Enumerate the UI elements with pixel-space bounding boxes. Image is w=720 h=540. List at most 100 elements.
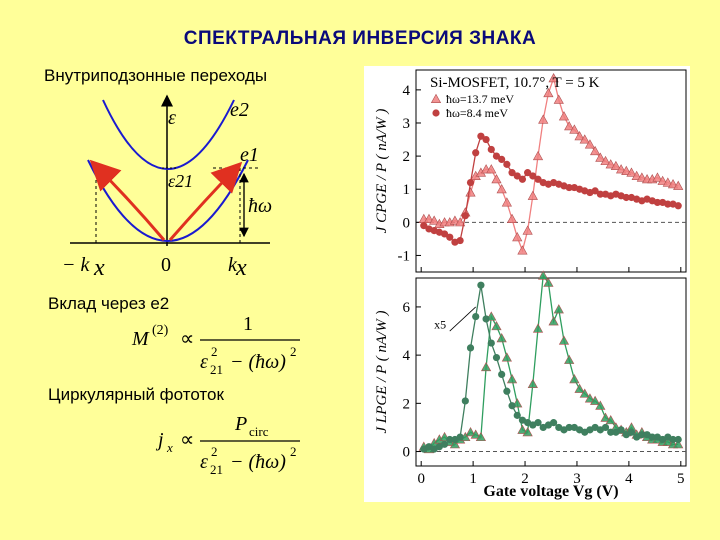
minus-kx-subscript: x [93,255,105,281]
data-point [600,155,611,166]
data-point [513,411,521,419]
svg-text:x: x [166,440,173,455]
y-tick-label: 1 [403,182,411,198]
plots-svg: -1 0 1 2 3 4 J CPGE / P ( nA/W ) Si-MOSFET, 10.… [374,69,687,500]
x-tick-label: 3 [573,471,581,487]
data-point [595,400,606,410]
data-point [574,383,585,393]
legend-marker [432,109,440,117]
data-point [529,172,537,180]
chart-title: Si-MOSFET, 10.7°, T = 5 K [430,75,600,91]
svg-text:P: P [234,413,247,435]
y-tick-label: 4 [403,348,411,364]
data-point [638,431,646,439]
transition-arrow-left [89,159,166,241]
data-point [674,435,682,444]
data-point [446,233,454,241]
y-axis-label: J CPGE / P ( nA/W ) [374,109,390,234]
legend-marker [430,93,442,103]
y-tick-label: 3 [403,116,411,132]
data-point [549,419,558,427]
data-point [477,281,485,289]
svg-text:1: 1 [243,313,253,335]
kx-subscript: x [235,255,247,281]
series-circles [420,132,682,246]
data-point [636,172,647,182]
data-point [456,433,464,441]
data-point [596,190,604,198]
svg-text:− (ħω): − (ħω) [230,451,286,473]
data-point [673,180,684,190]
data-point [472,312,480,321]
experimental-plots-panel: -1 0 1 2 3 4 J CPGE / P ( nA/W ) Si-MOSFET, 10.… [364,66,690,502]
data-point [622,193,630,202]
data-point [461,397,469,405]
data-point [492,152,501,160]
data-point [506,213,518,223]
transition-arrow-right [168,161,243,241]
e2-contribution-label: Вклад через e2 [48,294,170,313]
plot-frame [415,277,687,467]
data-point [584,139,596,149]
data-point [492,353,501,362]
data-point [508,169,516,177]
data-point [621,165,632,175]
data-point [674,202,682,210]
y-axis-label: J LPGE / P ( nA/W ) [374,310,390,433]
data-point [491,174,502,184]
data-point [506,374,518,384]
data-point [627,428,636,436]
data-point [503,387,511,395]
data-point [574,131,585,141]
data-point [527,378,538,389]
formula-circular-photocurrent: j x ∝ P circ ε 21 2 − (ħω) 2 [155,413,300,477]
data-point [486,164,497,174]
svg-text:2: 2 [211,444,218,459]
data-point [543,277,554,287]
minus-kx-label: − k [62,254,90,276]
data-point [538,114,549,124]
data-point [465,187,476,197]
data-point [496,183,507,194]
data-point [482,135,490,144]
data-point [601,423,610,432]
data-point [498,370,506,379]
y-tick-label: 0 [403,445,411,461]
data-point [466,344,475,352]
kx-label: k [228,254,238,276]
data-point [475,431,487,442]
svg-text:21: 21 [210,362,223,377]
eps-axis-label: ε [168,107,176,129]
data-point [522,225,533,235]
data-point [487,339,495,347]
data-point [491,320,502,331]
data-point [503,160,511,168]
svg-text:ε: ε [200,351,208,373]
data-point [579,134,590,144]
data-point [538,270,549,280]
transitions-label: Внутриподзонные переходы [44,66,268,85]
y-tick-label: 6 [403,300,411,316]
data-point [617,426,625,434]
y-tick-label: 2 [403,149,411,165]
x-tick-label: 2 [521,471,529,487]
x-tick-label: 5 [677,471,685,487]
data-point [532,150,544,161]
data-point [662,177,673,187]
data-point [553,304,564,314]
data-point [446,435,454,444]
data-point [449,439,461,449]
y-tick-label: -1 [398,248,411,264]
data-point [569,124,580,134]
x-axis-label: Gate voltage Vg (V) [483,483,618,500]
svg-text:ε: ε [200,451,208,473]
chart-panel-1: -1 0 1 2 3 4 J CPGE / P ( nA/W ) Si-MOSFET, 10.… [374,69,687,273]
x5-annotation: x5 [434,318,446,332]
svg-text:j: j [155,429,164,451]
data-point [565,423,573,432]
y-tick-label: 4 [403,83,411,99]
data-point [653,198,662,207]
data-point [558,111,570,121]
data-point [610,160,622,171]
data-point [512,232,523,242]
